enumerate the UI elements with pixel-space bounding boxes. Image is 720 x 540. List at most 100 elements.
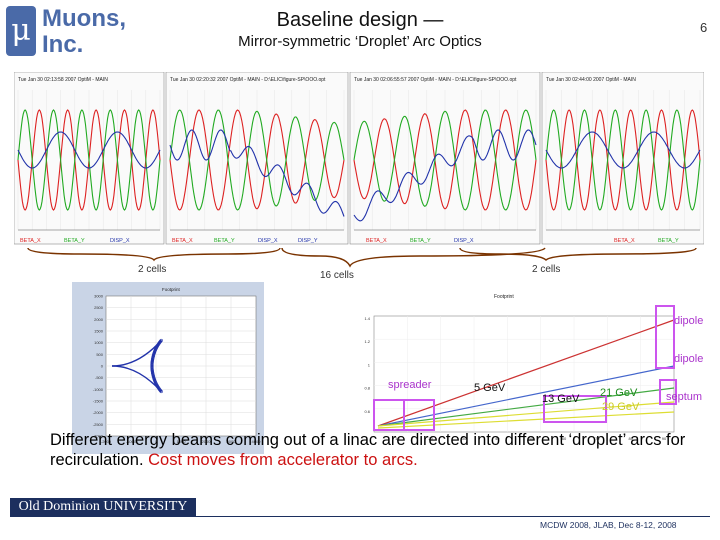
septum-box bbox=[659, 379, 677, 405]
legend-beta-y: BETA_Y bbox=[658, 238, 679, 244]
legend-disp-y: DISP_Y bbox=[298, 238, 318, 244]
x-tick-label: 20 bbox=[428, 436, 433, 441]
footprint-title: Footprint bbox=[162, 287, 181, 292]
beam-line bbox=[377, 411, 675, 429]
legend-beta-x: BETA_X bbox=[614, 238, 635, 244]
brace-label-right: 2 cells bbox=[532, 264, 560, 275]
x-tick-label: 2000 bbox=[202, 439, 212, 444]
slide-caption: Different energy beams coming out of a l… bbox=[50, 430, 690, 470]
label-21gev: 21 GeV bbox=[600, 387, 638, 399]
brace-middle bbox=[281, 247, 546, 268]
x-tick-label: -1000 bbox=[126, 439, 137, 444]
label-29gev: 29 GeV bbox=[602, 401, 640, 413]
legend-beta-y: BETA_Y bbox=[64, 238, 85, 244]
optics-panel-4-curves bbox=[545, 90, 701, 231]
x-tick-label: 1000 bbox=[177, 439, 187, 444]
optics-panel-2-curves bbox=[169, 90, 345, 231]
caption-text: Different energy beams coming out of a l… bbox=[50, 431, 686, 469]
logo-line-1: Muons, bbox=[42, 5, 126, 32]
y-tick-label: 1000 bbox=[94, 340, 104, 345]
x-tick-label: 70 bbox=[595, 436, 600, 441]
magnet-marker bbox=[159, 338, 163, 343]
beta-y-curve bbox=[17, 109, 161, 211]
label-13gev: 13 GeV bbox=[542, 393, 580, 405]
brace-label-middle: 16 cells bbox=[320, 270, 354, 281]
optics-panel-4-header: Tue Jan 30 02:44:00 2007 OptiM - MAIN bbox=[546, 77, 636, 83]
y-tick-label: 1.4 bbox=[364, 316, 370, 321]
y-tick-label: -2000 bbox=[93, 410, 104, 415]
y-tick-label: -1500 bbox=[93, 399, 104, 404]
x-tick-label: 4000 bbox=[252, 439, 262, 444]
legend-beta-x: BETA_X bbox=[20, 238, 41, 244]
caption-highlight: Cost moves from accelerator to arcs. bbox=[148, 451, 418, 469]
y-tick-label: 3000 bbox=[94, 294, 104, 299]
optics-panel-2: Tue Jan 30 02:20:32 2007 OptiM - MAIN - … bbox=[165, 72, 349, 245]
layout-x-ticks: 10 20 30 40 50 60 70 80 90 bbox=[395, 436, 667, 441]
logo-line-2: Inc. bbox=[42, 31, 84, 58]
optics-panel-2-header: Tue Jan 30 02:20:32 2007 OptiM - MAIN - … bbox=[170, 77, 326, 83]
dispersion-curve bbox=[353, 129, 537, 222]
y-tick-label: 2000 bbox=[94, 317, 104, 322]
beam-lines bbox=[377, 319, 675, 429]
page-number: 6 bbox=[700, 20, 708, 35]
footprint-droplet-plot: Footprint 3000 2500 2000 1500 1000 500 0 -500 -1… bbox=[72, 282, 264, 454]
beam-line bbox=[377, 365, 675, 427]
footprint-y-ticks: 3000 2500 2000 1500 1000 500 0 -500 -1000 -1500 -2… bbox=[93, 294, 104, 439]
dispersion-curve bbox=[545, 131, 701, 169]
droplet-loop bbox=[151, 340, 162, 392]
beta-x-curve bbox=[353, 109, 537, 211]
dispersion-curve bbox=[169, 129, 345, 217]
legend-beta-x: BETA_X bbox=[172, 238, 193, 244]
odu-logo: Old Dominion UNIVERSITY bbox=[10, 498, 196, 516]
y-tick-label: 1500 bbox=[94, 329, 104, 334]
x-tick-label: -2000 bbox=[101, 439, 112, 444]
y-tick-label: 0.6 bbox=[364, 409, 370, 414]
dispersion-curve bbox=[17, 131, 161, 169]
label-5gev: 5 GeV bbox=[474, 382, 506, 394]
optics-panel-3-curves bbox=[353, 90, 537, 231]
conference-footer: MCDW 2008, JLAB, Dec 8-12, 2008 bbox=[540, 520, 677, 530]
optics-panel-4: Tue Jan 30 02:44:00 2007 OptiM - MAIN BE… bbox=[541, 72, 704, 245]
x-tick-label: 90 bbox=[662, 436, 667, 441]
legend-disp-x: DISP_X bbox=[258, 238, 278, 244]
layout-y-ticks: 1.4 1.2 1 0.8 0.6 bbox=[364, 316, 370, 414]
x-tick-label: 10 bbox=[395, 436, 400, 441]
spreader-box-2 bbox=[403, 399, 435, 431]
beta-y-curve bbox=[169, 109, 345, 211]
footprint-grid bbox=[106, 296, 256, 436]
beta-x-curve bbox=[169, 109, 345, 211]
x-tick-label: 0 bbox=[155, 439, 158, 444]
y-tick-label: 1 bbox=[368, 362, 371, 367]
slide-subtitle: Mirror-symmetric ‘Droplet’ Arc Optics bbox=[238, 33, 482, 50]
x-tick-label: 80 bbox=[628, 436, 633, 441]
label-spreader: spreader bbox=[388, 379, 432, 391]
x-tick-label: 40 bbox=[495, 436, 500, 441]
optics-panel-1-header: Tue Jan 30 02:13:58 2007 OptiM - MAIN bbox=[18, 77, 108, 83]
y-tick-label: -3000 bbox=[93, 434, 104, 439]
beam-line bbox=[377, 401, 675, 427]
x-tick-label: 60 bbox=[562, 436, 567, 441]
label-septum: septum bbox=[666, 391, 702, 403]
y-tick-label: -500 bbox=[95, 375, 104, 380]
beam-line bbox=[377, 319, 675, 427]
y-tick-label: -1000 bbox=[93, 387, 104, 392]
footprint-x-ticks: -2000 -1000 0 1000 2000 3000 4000 bbox=[101, 439, 261, 444]
legend-beta-x: BETA_X bbox=[366, 238, 387, 244]
optics-panel-1: Tue Jan 30 02:13:58 2007 OptiM - MAIN BE… bbox=[14, 72, 165, 245]
y-tick-label: 0 bbox=[101, 364, 104, 369]
brace-right bbox=[459, 247, 697, 262]
legend-beta-y: BETA_Y bbox=[214, 238, 235, 244]
y-tick-label: 2500 bbox=[94, 305, 104, 310]
optics-panel-3-header: Tue Jan 30 02:06:55:57 2007 OptiM - MAIN… bbox=[354, 77, 517, 83]
optics-panel-3: Tue Jan 30 02:06:55:57 2007 OptiM - MAIN… bbox=[349, 72, 541, 245]
x-tick-label: 50 bbox=[528, 436, 533, 441]
x-tick-label: 3000 bbox=[227, 439, 237, 444]
footer-divider bbox=[10, 516, 710, 517]
cell-braces: 2 cells 16 cells 2 cells bbox=[27, 247, 697, 281]
beam-line bbox=[377, 387, 675, 427]
muons-logo-mark: μ bbox=[6, 6, 36, 56]
legend-beta-y: BETA_Y bbox=[410, 238, 431, 244]
slide-title: Baseline design — bbox=[276, 9, 444, 31]
legend-disp-x: DISP_X bbox=[454, 238, 474, 244]
droplet-trajectory bbox=[111, 338, 163, 394]
